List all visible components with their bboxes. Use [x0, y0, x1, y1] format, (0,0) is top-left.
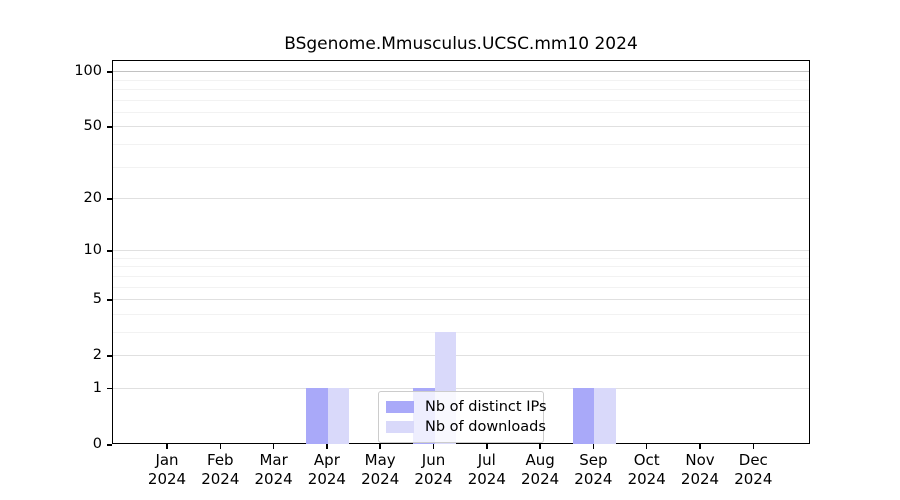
- x-axis-tick: [326, 444, 328, 449]
- minor-gridline: [113, 99, 809, 101]
- minor-gridline: [113, 331, 809, 333]
- minor-gridline: [113, 313, 809, 315]
- legend-item-distinct-ips: Nb of distinct IPs: [379, 397, 547, 416]
- x-axis-tick: [699, 444, 701, 449]
- x-tick-label: Jan 2024: [147, 451, 187, 488]
- minor-gridline: [113, 143, 809, 145]
- y-tick-label: 50: [83, 118, 102, 135]
- legend-label-downloads: Nb of downloads: [425, 418, 546, 435]
- x-tick-label: May 2024: [361, 451, 400, 488]
- minor-gridline: [113, 166, 809, 168]
- major-gridline: [113, 355, 809, 357]
- y-axis-tick: [107, 355, 112, 357]
- legend: Nb of distinct IPs Nb of downloads: [378, 391, 547, 443]
- y-axis-tick: [107, 198, 112, 200]
- x-tick-label: Feb 2024: [201, 451, 240, 488]
- x-tick-label: Mar 2024: [254, 451, 293, 488]
- major-gridline: [113, 71, 809, 73]
- chart-title: BSgenome.Mmusculus.UCSC.mm10 2024: [284, 34, 638, 54]
- x-axis-tick: [645, 444, 648, 449]
- legend-swatch-distinct-ips-icon: [386, 400, 414, 413]
- y-axis-tick: [107, 250, 112, 252]
- x-axis-tick: [432, 444, 435, 449]
- y-tick-label: 2: [92, 347, 102, 364]
- x-tick-label: Dec 2024: [734, 451, 773, 488]
- y-tick-label: 0: [92, 436, 102, 452]
- bar-distinct-ips: [572, 387, 595, 444]
- major-gridline: [113, 198, 809, 199]
- minor-gridline: [113, 275, 809, 277]
- y-tick-label: 100: [74, 63, 102, 80]
- y-tick-label: 20: [83, 190, 102, 206]
- x-tick-label: Apr 2024: [307, 451, 346, 488]
- y-axis-tick: [107, 71, 112, 73]
- x-tick-label: Sep 2024: [574, 451, 613, 488]
- y-tick-label: 10: [83, 242, 102, 259]
- x-axis-tick: [379, 444, 381, 449]
- y-axis-tick: [107, 387, 112, 390]
- x-axis-tick: [272, 444, 275, 449]
- x-axis-tick: [752, 444, 755, 449]
- x-tick-label: Jul 2024: [467, 451, 506, 488]
- legend-label-distinct-ips: Nb of distinct IPs: [425, 398, 547, 415]
- x-axis-tick: [166, 444, 168, 449]
- y-axis-tick: [107, 126, 112, 128]
- legend-swatch-downloads-icon: [386, 420, 414, 433]
- minor-gridline: [113, 88, 809, 90]
- minor-gridline: [113, 286, 809, 288]
- x-axis-tick: [219, 444, 222, 449]
- x-tick-label: Aug 2024: [521, 451, 560, 488]
- x-tick-label: Oct 2024: [627, 451, 666, 488]
- minor-gridline: [113, 111, 809, 113]
- bar-downloads: [594, 387, 616, 444]
- major-gridline: [113, 299, 809, 301]
- plot-area: [112, 60, 810, 444]
- y-axis-tick: [107, 299, 112, 301]
- major-gridline: [113, 250, 809, 252]
- bar-downloads: [327, 387, 350, 444]
- x-axis-tick: [486, 444, 488, 449]
- minor-gridline: [113, 257, 809, 259]
- x-tick-label: Nov 2024: [680, 451, 720, 488]
- y-tick-label: 1: [92, 379, 102, 396]
- y-axis-tick: [107, 444, 112, 446]
- x-axis-tick: [592, 444, 595, 449]
- legend-item-downloads: Nb of downloads: [379, 417, 546, 436]
- bar-distinct-ips: [306, 387, 328, 444]
- y-tick-label: 5: [92, 291, 102, 308]
- major-gridline: [113, 387, 809, 389]
- minor-gridline: [113, 266, 809, 268]
- minor-gridline: [113, 79, 809, 81]
- x-axis-tick: [539, 444, 541, 449]
- major-gridline: [113, 126, 809, 128]
- x-tick-label: Jun 2024: [414, 451, 453, 488]
